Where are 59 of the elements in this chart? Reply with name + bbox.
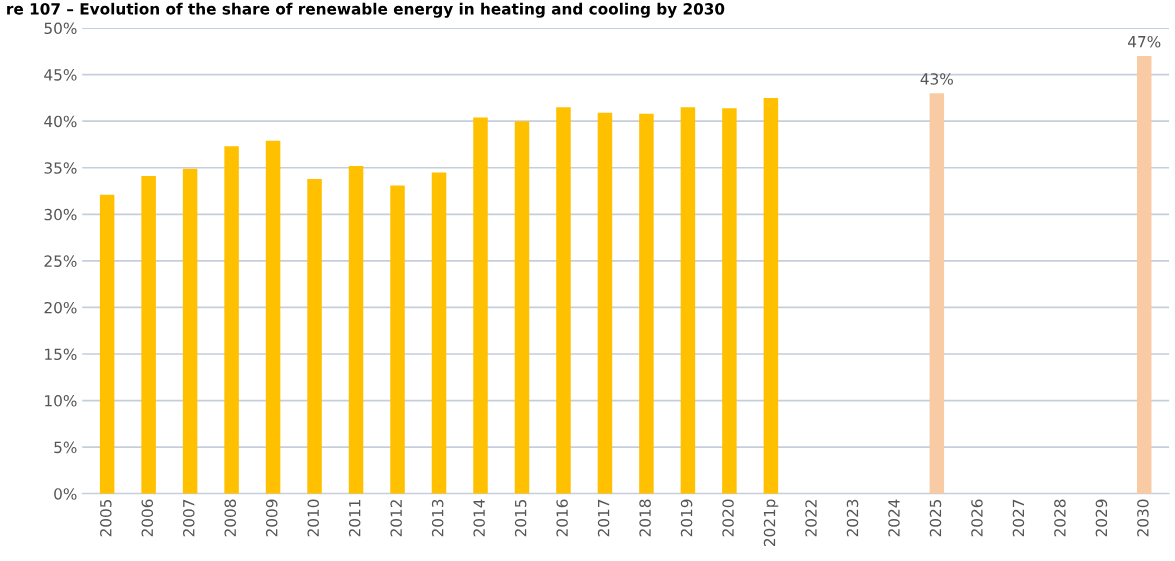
bar (763, 97, 779, 494)
y-tick-label: 50% (44, 22, 77, 35)
x-tick-label: 2027 (1012, 499, 1025, 537)
x-tick-label: 2021p (763, 499, 779, 546)
y-tick-label: 5% (54, 441, 77, 454)
bar (431, 172, 447, 494)
bar (182, 168, 198, 494)
x-tick-label: 2023 (846, 499, 859, 537)
y-tick-label: 20% (44, 301, 77, 314)
bar (348, 165, 364, 494)
bar (597, 112, 613, 494)
x-tick-label: 2025 (929, 499, 942, 537)
bar (224, 146, 239, 494)
bar (99, 194, 115, 494)
x-tick-label: 2010 (307, 499, 319, 537)
x-tick-label: 2005 (100, 499, 112, 537)
bar (929, 93, 945, 494)
y-tick-label: 35% (44, 162, 77, 174)
bar (680, 107, 696, 494)
x-tick-label: 2007 (182, 499, 195, 537)
x-tick-label: 2029 (1095, 499, 1108, 537)
y-tick-label: 45% (44, 69, 77, 81)
x-tick-label: 2028 (1054, 499, 1066, 537)
x-tick-label: 2024 (888, 499, 900, 537)
data-label: 43% (920, 73, 953, 85)
x-tick-label: 2014 (473, 499, 485, 537)
bar (514, 121, 530, 494)
x-tick-label: 2026 (971, 499, 983, 537)
x-tick-label: 2030 (1137, 499, 1149, 537)
bar (556, 107, 571, 494)
x-tick-label: 2018 (639, 499, 651, 537)
x-tick-label: 2020 (722, 499, 734, 537)
bar (473, 117, 488, 494)
x-tick-label: 2022 (805, 500, 817, 537)
bar (639, 113, 654, 494)
y-tick-label: 15% (45, 348, 77, 361)
y-tick-label: 0% (54, 488, 77, 500)
x-tick-label: 2012 (390, 500, 402, 537)
x-tick-label: 2015 (514, 499, 527, 537)
x-tick-label: 2016 (556, 499, 568, 537)
x-tick-label: 2017 (597, 499, 610, 537)
y-tick-label: 30% (44, 208, 77, 221)
y-tick-label: 40% (44, 115, 77, 128)
bar (722, 108, 737, 494)
x-tick-label: 2006 (141, 499, 154, 537)
x-tick-label: 2008 (224, 499, 237, 537)
y-tick-label: 10% (45, 395, 77, 407)
data-label: 47% (1128, 35, 1161, 48)
x-tick-label: 2009 (265, 499, 278, 537)
bar (1136, 55, 1152, 494)
chart-title: re 107 – Evolution of the share of renewable energy in heating and cooling by 2030 (7, 2, 725, 18)
bar (307, 178, 322, 494)
y-tick-label: 25% (44, 255, 77, 267)
x-tick-label: 2013 (431, 499, 444, 537)
bar (390, 185, 405, 494)
bar (141, 176, 156, 494)
bar (265, 140, 281, 494)
x-tick-label: 2011 (348, 499, 361, 537)
x-tick-label: 2019 (680, 499, 693, 537)
